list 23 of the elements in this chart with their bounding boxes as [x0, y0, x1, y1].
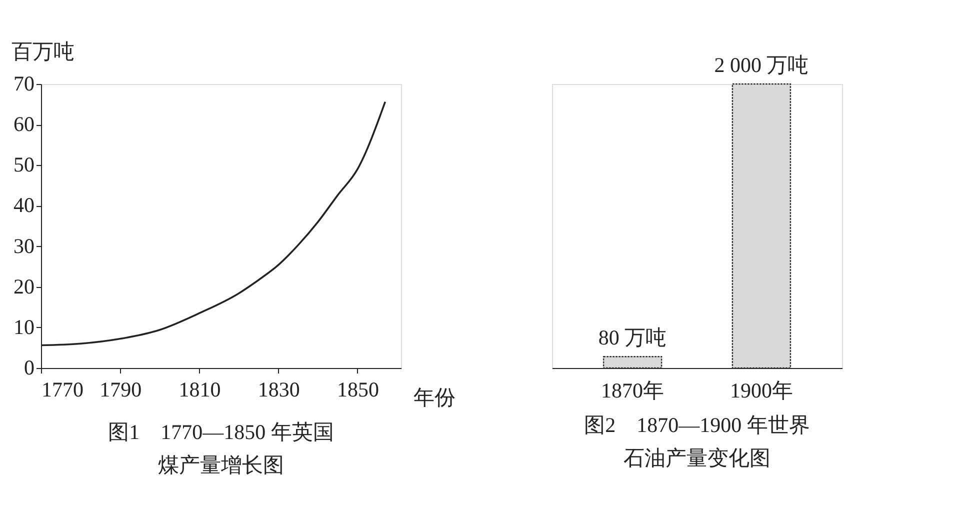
y-tick-label: 70 [14, 72, 34, 96]
data-label: 2 000 万吨 [714, 53, 809, 77]
text: 图1 1770—1850 年英国 [108, 420, 334, 444]
text: 煤产量增长图 [158, 453, 284, 477]
y-tick-label: 30 [14, 234, 34, 258]
x-tick-label: 1850 [336, 378, 379, 402]
x-tick-label: 1790 [100, 378, 142, 402]
x-tick-label: 1810 [178, 378, 221, 402]
text: 图2 1870—1900 年世界 [584, 413, 810, 437]
y-tick-label: 40 [14, 193, 34, 218]
text: 石油产量变化图 [624, 446, 770, 470]
y-tick-label: 50 [14, 152, 34, 177]
y-tick-label: 0 [24, 356, 34, 380]
x-tick-label: 1830 [258, 378, 300, 402]
y-tick-label: 60 [14, 112, 34, 136]
x-tick-label: 1900年 [730, 378, 793, 402]
data-label: 80 万吨 [598, 326, 667, 350]
y-tick-label: 20 [14, 274, 34, 298]
y-axis-title: 百万吨 [12, 40, 74, 64]
x-tick-label: 1870年 [601, 378, 664, 402]
x-axis-title: 年份 [414, 386, 456, 410]
x-tick-label: 1770 [42, 378, 84, 402]
y-tick-label: 10 [14, 314, 34, 339]
